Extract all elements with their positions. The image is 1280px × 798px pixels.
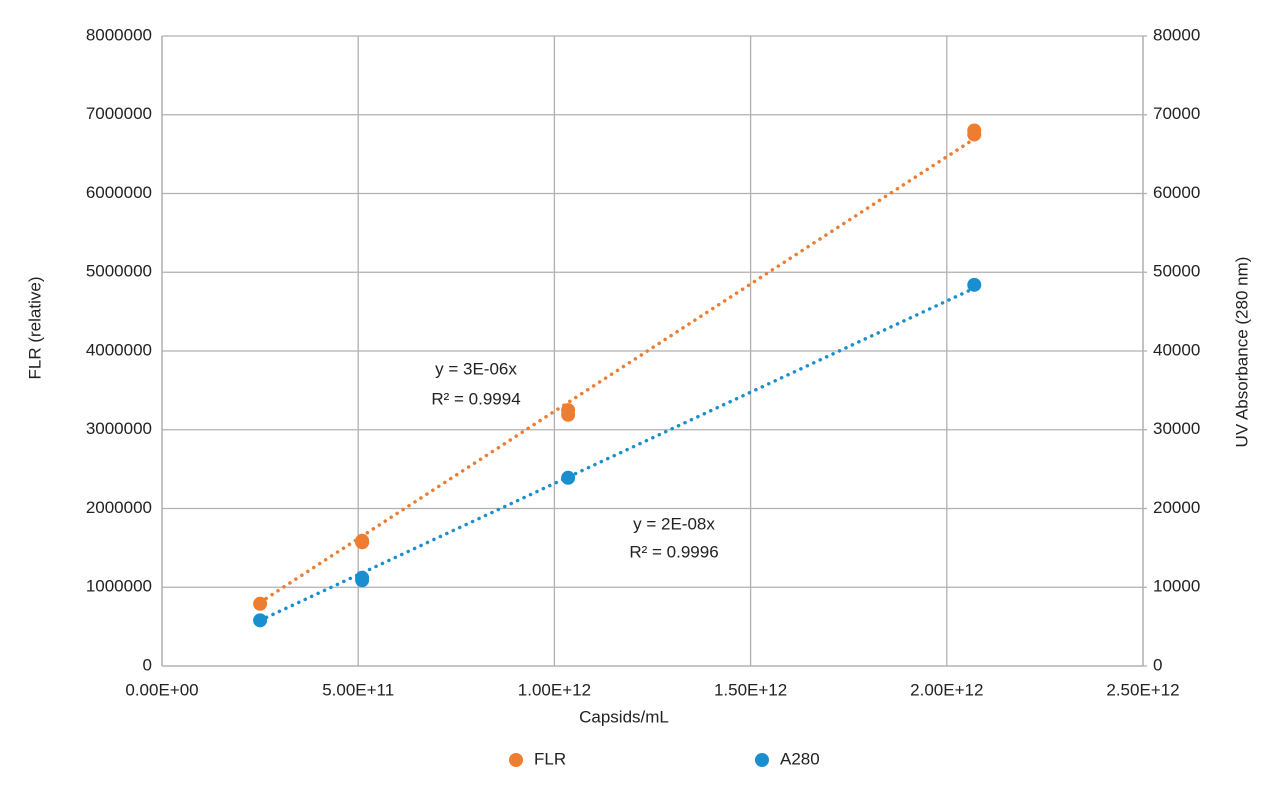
legend-marker [755,753,769,767]
x-tick-label: 1.00E+12 [518,680,591,699]
point [253,596,268,611]
point [967,277,982,292]
legend-label: A280 [780,749,820,768]
y2-tick-label: 80000 [1153,25,1200,44]
y-tick-label: 1000000 [86,577,152,596]
y-tick-label: 6000000 [86,183,152,202]
y-tick-label: 2000000 [86,498,152,517]
x-axis-title: Capsids/mL [579,707,669,726]
y2-tick-label: 60000 [1153,183,1200,202]
y2-tick-label: 30000 [1153,419,1200,438]
y-axis-title: FLR (relative) [25,277,44,380]
x-tick-label: 2.00E+12 [910,680,983,699]
y2-tick-label: 20000 [1153,498,1200,517]
trendline [258,137,977,605]
y2-tick-label: 70000 [1153,104,1200,123]
x-tick-label: 0.00E+00 [125,680,198,699]
y-tick-label: 0 [143,655,152,674]
y2-tick-label: 0 [1153,655,1162,674]
legend-marker [509,753,523,767]
point [561,407,576,422]
x-tick-label: 1.50E+12 [714,680,787,699]
point [561,470,576,485]
trendline [258,286,977,623]
x-tick-label: 5.00E+11 [322,680,394,699]
point [967,127,982,142]
trendline-equation: y = 3E-06x [435,359,517,378]
y-tick-label: 8000000 [86,25,152,44]
point [355,535,370,550]
legend-label: FLR [534,749,566,768]
trendline-r2: R² = 0.9994 [431,389,520,408]
y2-tick-label: 40000 [1153,340,1200,359]
y-tick-label: 3000000 [86,419,152,438]
y2-tick-label: 10000 [1153,577,1200,596]
point [355,573,370,588]
trendline-equation: y = 2E-08x [633,514,715,533]
x-tick-label: 2.50E+12 [1106,680,1179,699]
y2-tick-label: 50000 [1153,262,1200,281]
y-tick-label: 5000000 [86,262,152,281]
y2-axis-title: UV Absorbance (280 nm) [1232,257,1251,448]
y-tick-label: 7000000 [86,104,152,123]
trendline-r2: R² = 0.9996 [629,542,718,561]
y-tick-label: 4000000 [86,340,152,359]
point [253,613,268,628]
